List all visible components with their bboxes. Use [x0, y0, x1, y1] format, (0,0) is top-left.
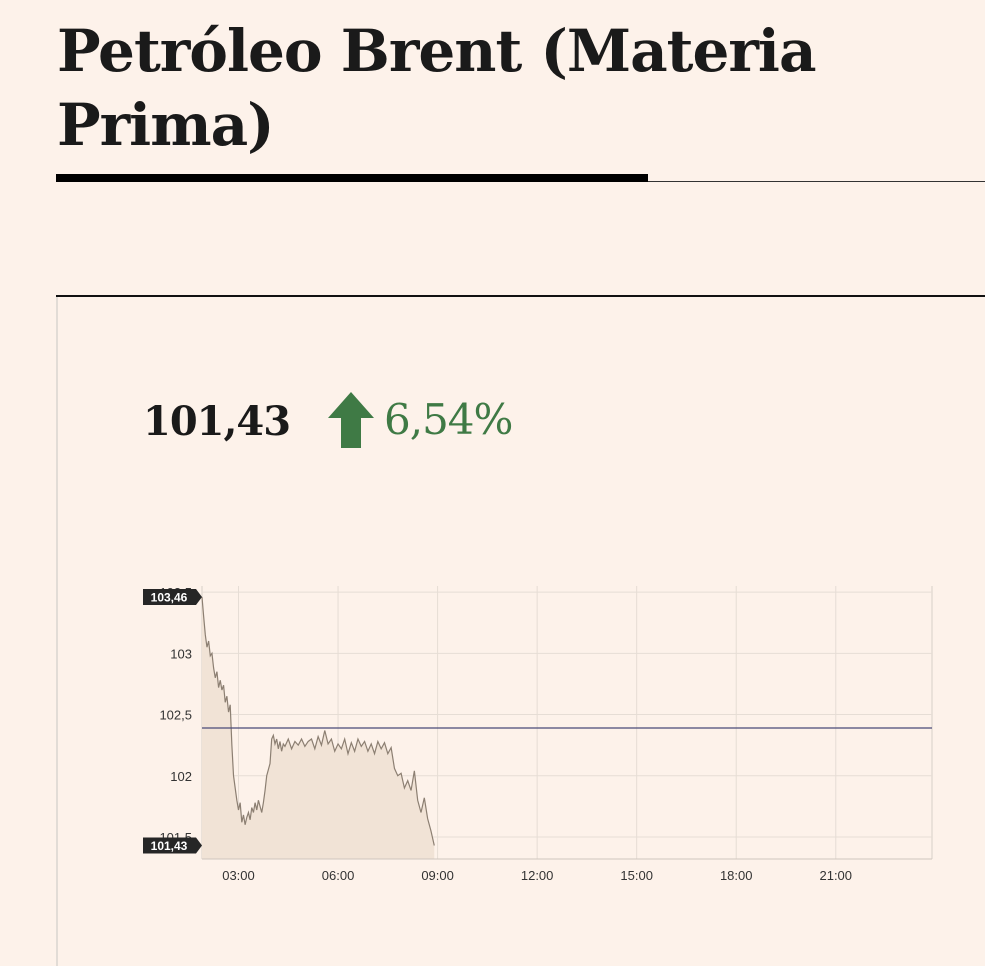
- page-title: Petróleo Brent (Materia Prima): [57, 17, 817, 159]
- section-left-border: [56, 297, 58, 966]
- high-value-tag-text: 103,46: [151, 591, 188, 605]
- price-chart: 101,5102102,5103103,503:0006:0009:0012:0…: [143, 585, 933, 883]
- high-value-tag: 103,46: [143, 589, 202, 606]
- high-value-tag-bg: [143, 589, 202, 606]
- x-tick-label: 03:00: [222, 868, 255, 883]
- last-value-tag: 101,43: [143, 837, 202, 854]
- price-change: 6,54%: [328, 390, 513, 450]
- last-value-tag-text: 101,43: [151, 839, 188, 853]
- title-underline-rule: [648, 181, 985, 182]
- change-percent: 6,54%: [384, 395, 513, 444]
- last-value-tag-bg: [143, 837, 202, 854]
- price-line: [201, 596, 435, 846]
- current-price: 101,43: [143, 398, 291, 445]
- section-divider: [56, 295, 985, 297]
- price-area: [202, 597, 435, 859]
- arrow-up-icon: [328, 392, 374, 448]
- x-tick-label: 09:00: [421, 868, 454, 883]
- x-tick-label: 21:00: [819, 868, 852, 883]
- y-tick-label: 102,5: [159, 708, 192, 723]
- title-underline-accent: [56, 174, 648, 182]
- x-tick-label: 18:00: [720, 868, 753, 883]
- x-tick-label: 12:00: [521, 868, 554, 883]
- y-tick-label: 103: [170, 646, 192, 661]
- x-tick-label: 06:00: [322, 868, 355, 883]
- x-tick-label: 15:00: [620, 868, 653, 883]
- y-tick-label: 102: [170, 769, 192, 784]
